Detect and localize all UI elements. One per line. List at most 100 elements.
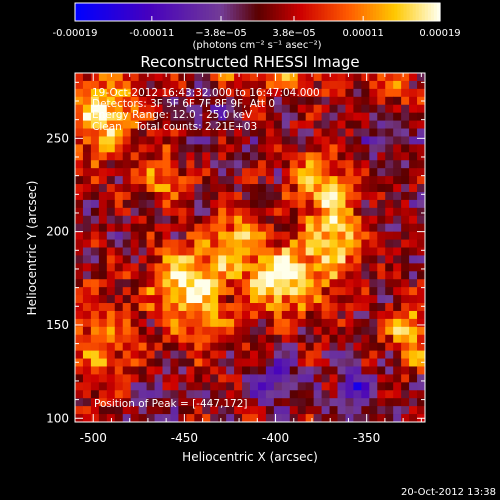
heatmap-cell [178, 271, 187, 280]
heatmap-cell [210, 255, 219, 264]
heatmap-cell [202, 271, 211, 280]
heatmap-cell [106, 223, 116, 233]
heatmap-cell [154, 176, 163, 185]
heatmap-cell [377, 406, 386, 415]
heatmap-cell [146, 184, 155, 193]
heatmap-cell [369, 326, 378, 336]
heatmap-cell [289, 207, 299, 217]
heatmap-cell [138, 247, 147, 256]
heatmap-cell [114, 295, 124, 304]
heatmap-cell [353, 334, 362, 344]
heatmap-cell [369, 334, 378, 344]
heatmap-cell [257, 406, 267, 415]
heatmap-cell [369, 96, 378, 106]
heatmap-cell [409, 112, 418, 121]
heatmap-cell [257, 295, 267, 304]
heatmap-cell [409, 366, 418, 375]
heatmap-cell [114, 358, 124, 367]
heatmap-cell [170, 279, 179, 288]
heatmap-cell [297, 271, 307, 280]
colorbar-cell [96, 3, 100, 21]
colorbar-cell [269, 3, 274, 21]
heatmap-cell [98, 358, 108, 367]
heatmap-cell [265, 342, 275, 352]
heatmap-cell [178, 310, 187, 320]
heatmap-cell [202, 414, 211, 423]
heatmap-cell [106, 104, 116, 114]
heatmap-cell [154, 144, 163, 153]
heatmap-cell [385, 73, 394, 82]
heatmap-cell [401, 152, 410, 161]
heatmap-cell [353, 342, 362, 352]
heatmap-cell [401, 215, 410, 225]
heatmap-cell [194, 310, 203, 320]
heatmap-cell [305, 374, 315, 383]
heatmap-cell [170, 350, 179, 359]
heatmap-cell [130, 287, 140, 296]
heatmap-cell [242, 398, 251, 407]
heatmap-cell [297, 112, 307, 121]
heatmap-cell [154, 104, 163, 114]
heatmap-cell [250, 239, 259, 248]
heatmap-cell [202, 88, 211, 98]
colorbar-cell [193, 3, 198, 21]
heatmap-cell [162, 88, 171, 98]
heatmap-cell [297, 342, 307, 352]
heatmap-cell [281, 255, 291, 264]
heatmap-cell [122, 231, 132, 240]
heatmap-cell [130, 96, 140, 106]
heatmap-cell [178, 112, 187, 121]
heatmap-cell [250, 279, 259, 288]
heatmap-cell [409, 414, 418, 423]
heatmap-cell [321, 80, 330, 90]
heatmap-cell [345, 160, 354, 169]
heatmap-cell [114, 223, 124, 233]
heatmap-cell [122, 334, 132, 344]
heatmap-cell [242, 406, 251, 415]
heatmap-cell [75, 342, 84, 352]
heatmap-cell [273, 303, 283, 312]
heatmap-cell [226, 326, 235, 336]
heatmap-cell [409, 310, 418, 320]
heatmap-cell [170, 160, 179, 169]
heatmap-cell [130, 215, 140, 225]
heatmap-cell [138, 326, 147, 336]
heatmap-cell [417, 231, 426, 240]
heatmap-cell [234, 104, 243, 114]
colorbar-cell [263, 3, 268, 21]
heatmap-cell [401, 303, 410, 312]
colorbar-cell [163, 3, 167, 21]
heatmap-cell [82, 136, 92, 145]
heatmap-cell [321, 223, 330, 233]
heatmap-cell [170, 398, 179, 407]
heatmap-cell [417, 168, 426, 177]
heatmap-cell [178, 366, 187, 375]
heatmap-cell [90, 366, 100, 375]
heatmap-cell [250, 120, 259, 129]
heatmap-cell [297, 168, 307, 177]
heatmap-cell [305, 263, 315, 272]
heatmap-cell [337, 366, 346, 375]
heatmap-cell [90, 406, 100, 415]
heatmap-cell [210, 80, 219, 90]
heatmap-cell [218, 223, 227, 233]
colorbar-cell [339, 3, 344, 21]
heatmap-cell [202, 223, 211, 233]
heatmap-cell [257, 184, 267, 193]
heatmap-cell [218, 295, 227, 304]
heatmap-cell [90, 176, 100, 185]
heatmap-cell [114, 207, 124, 217]
heatmap-cell [170, 96, 179, 106]
colorbar-cell [102, 3, 107, 21]
heatmap-cell [234, 199, 243, 209]
heatmap-cell [321, 160, 330, 169]
colorbar-cell [287, 3, 292, 21]
heatmap-cell [186, 366, 195, 375]
heatmap-cell [138, 88, 147, 98]
heatmap-cell [114, 136, 124, 145]
heatmap-cell [401, 80, 410, 90]
heatmap-cell [321, 326, 330, 336]
heatmap-cell [194, 223, 203, 233]
colorbar-cell [120, 3, 125, 21]
heatmap-cell [178, 184, 187, 193]
